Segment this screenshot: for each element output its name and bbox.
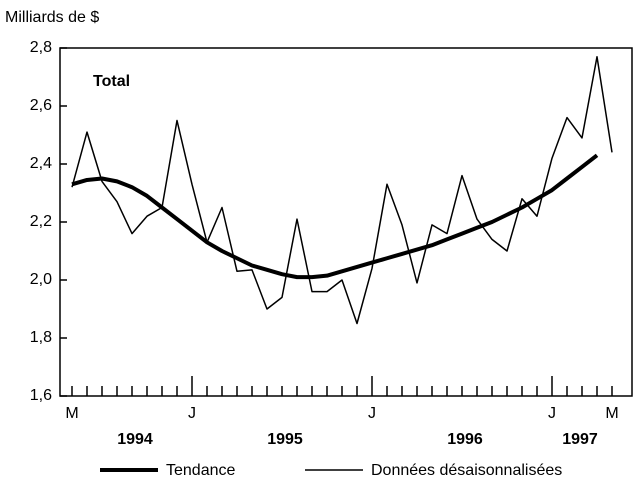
y-tick-label: 2,8 [30, 39, 52, 56]
y-tick-label: 2,6 [30, 97, 52, 114]
plot-frame [59, 47, 633, 397]
year-label: 1997 [562, 431, 598, 448]
x-tick-label: J [548, 405, 556, 422]
year-label: 1996 [447, 431, 483, 448]
year-label: 1994 [117, 431, 153, 448]
y-tick-label: 2,4 [30, 155, 52, 172]
y-axis-label: Milliards de $ [5, 9, 99, 26]
legend-label: Données désaisonnalisées [371, 462, 562, 479]
x-tick-label: M [605, 405, 618, 422]
year-label: 1995 [267, 431, 303, 448]
x-tick-label: J [188, 405, 196, 422]
y-tick-label: 2,0 [30, 271, 52, 288]
x-tick-label: M [65, 405, 78, 422]
x-tick-label: J [368, 405, 376, 422]
legend-label: Tendance [166, 462, 235, 479]
annotation: Total [93, 73, 130, 90]
data-line [71, 55, 613, 325]
data-line [71, 153, 599, 280]
y-tick-label: 1,6 [30, 387, 52, 404]
y-tick-label: 2,2 [30, 213, 52, 230]
y-tick-label: 1,8 [30, 329, 52, 346]
